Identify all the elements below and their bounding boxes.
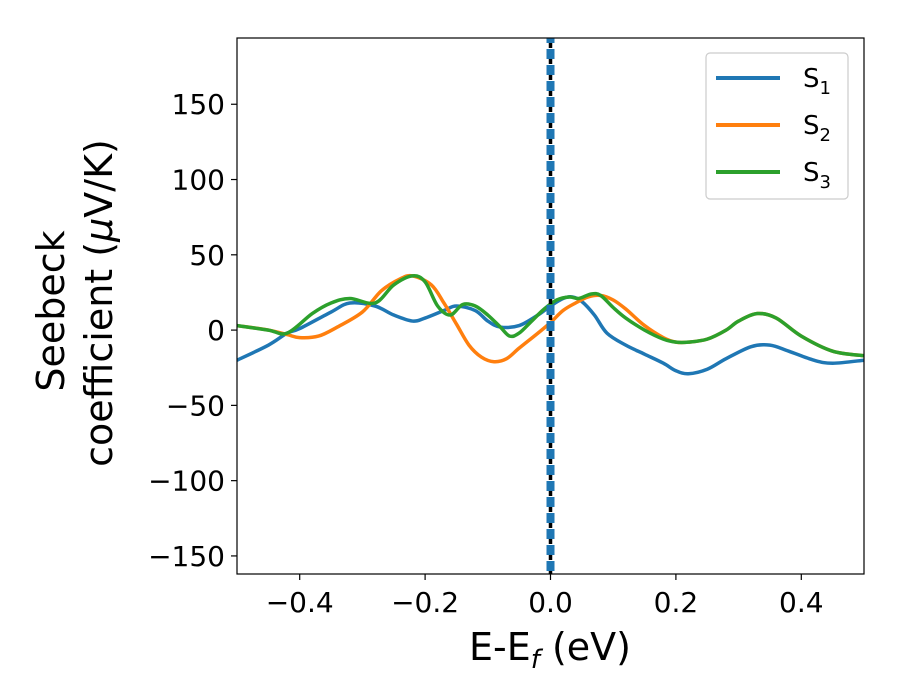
y-axis-label: Seebeck coefficient (μV/K) xyxy=(29,139,121,467)
legend-entry-s3: S3 xyxy=(716,158,831,193)
x-tick-label: 0.0 xyxy=(528,586,573,619)
y-tick-label: 0 xyxy=(207,314,225,347)
y-tick-label: −150 xyxy=(148,540,225,573)
y-tick-label: 150 xyxy=(172,88,225,121)
y-tick-label: 50 xyxy=(189,239,225,272)
legend-label-s3: S3 xyxy=(803,158,831,193)
x-tick-label: 0.2 xyxy=(654,586,699,619)
x-tick-label: 0.4 xyxy=(779,586,824,619)
y-tick-label: −50 xyxy=(166,389,225,422)
y-axis-label-line2: coefficient (μV/K) xyxy=(77,139,121,467)
series-layer xyxy=(237,273,864,376)
legend: S1 S2 S3 xyxy=(705,52,849,200)
y-tick-label: −100 xyxy=(148,465,225,498)
x-tick-label: −0.2 xyxy=(391,586,459,619)
legend-label-s2: S2 xyxy=(803,111,831,146)
y-tick-label: 100 xyxy=(172,164,225,197)
x-tick-label: −0.4 xyxy=(266,586,334,619)
legend-label-s1: S1 xyxy=(803,64,831,99)
y-axis-ticks: −150 −100 −50 0 50 100 150 xyxy=(148,88,237,573)
x-axis-ticks: −0.4 −0.2 0.0 0.2 0.4 xyxy=(266,574,824,619)
y-axis-label-mu: μ xyxy=(77,218,121,243)
series-line-s3 xyxy=(237,274,864,358)
legend-entry-s2: S2 xyxy=(716,111,831,146)
y-axis-label-line1: Seebeck xyxy=(29,230,73,391)
x-axis-label: E-Ef (eV) xyxy=(469,625,631,675)
legend-entry-s1: S1 xyxy=(716,64,831,99)
x-axis-label-suffix: (eV) xyxy=(540,625,631,669)
